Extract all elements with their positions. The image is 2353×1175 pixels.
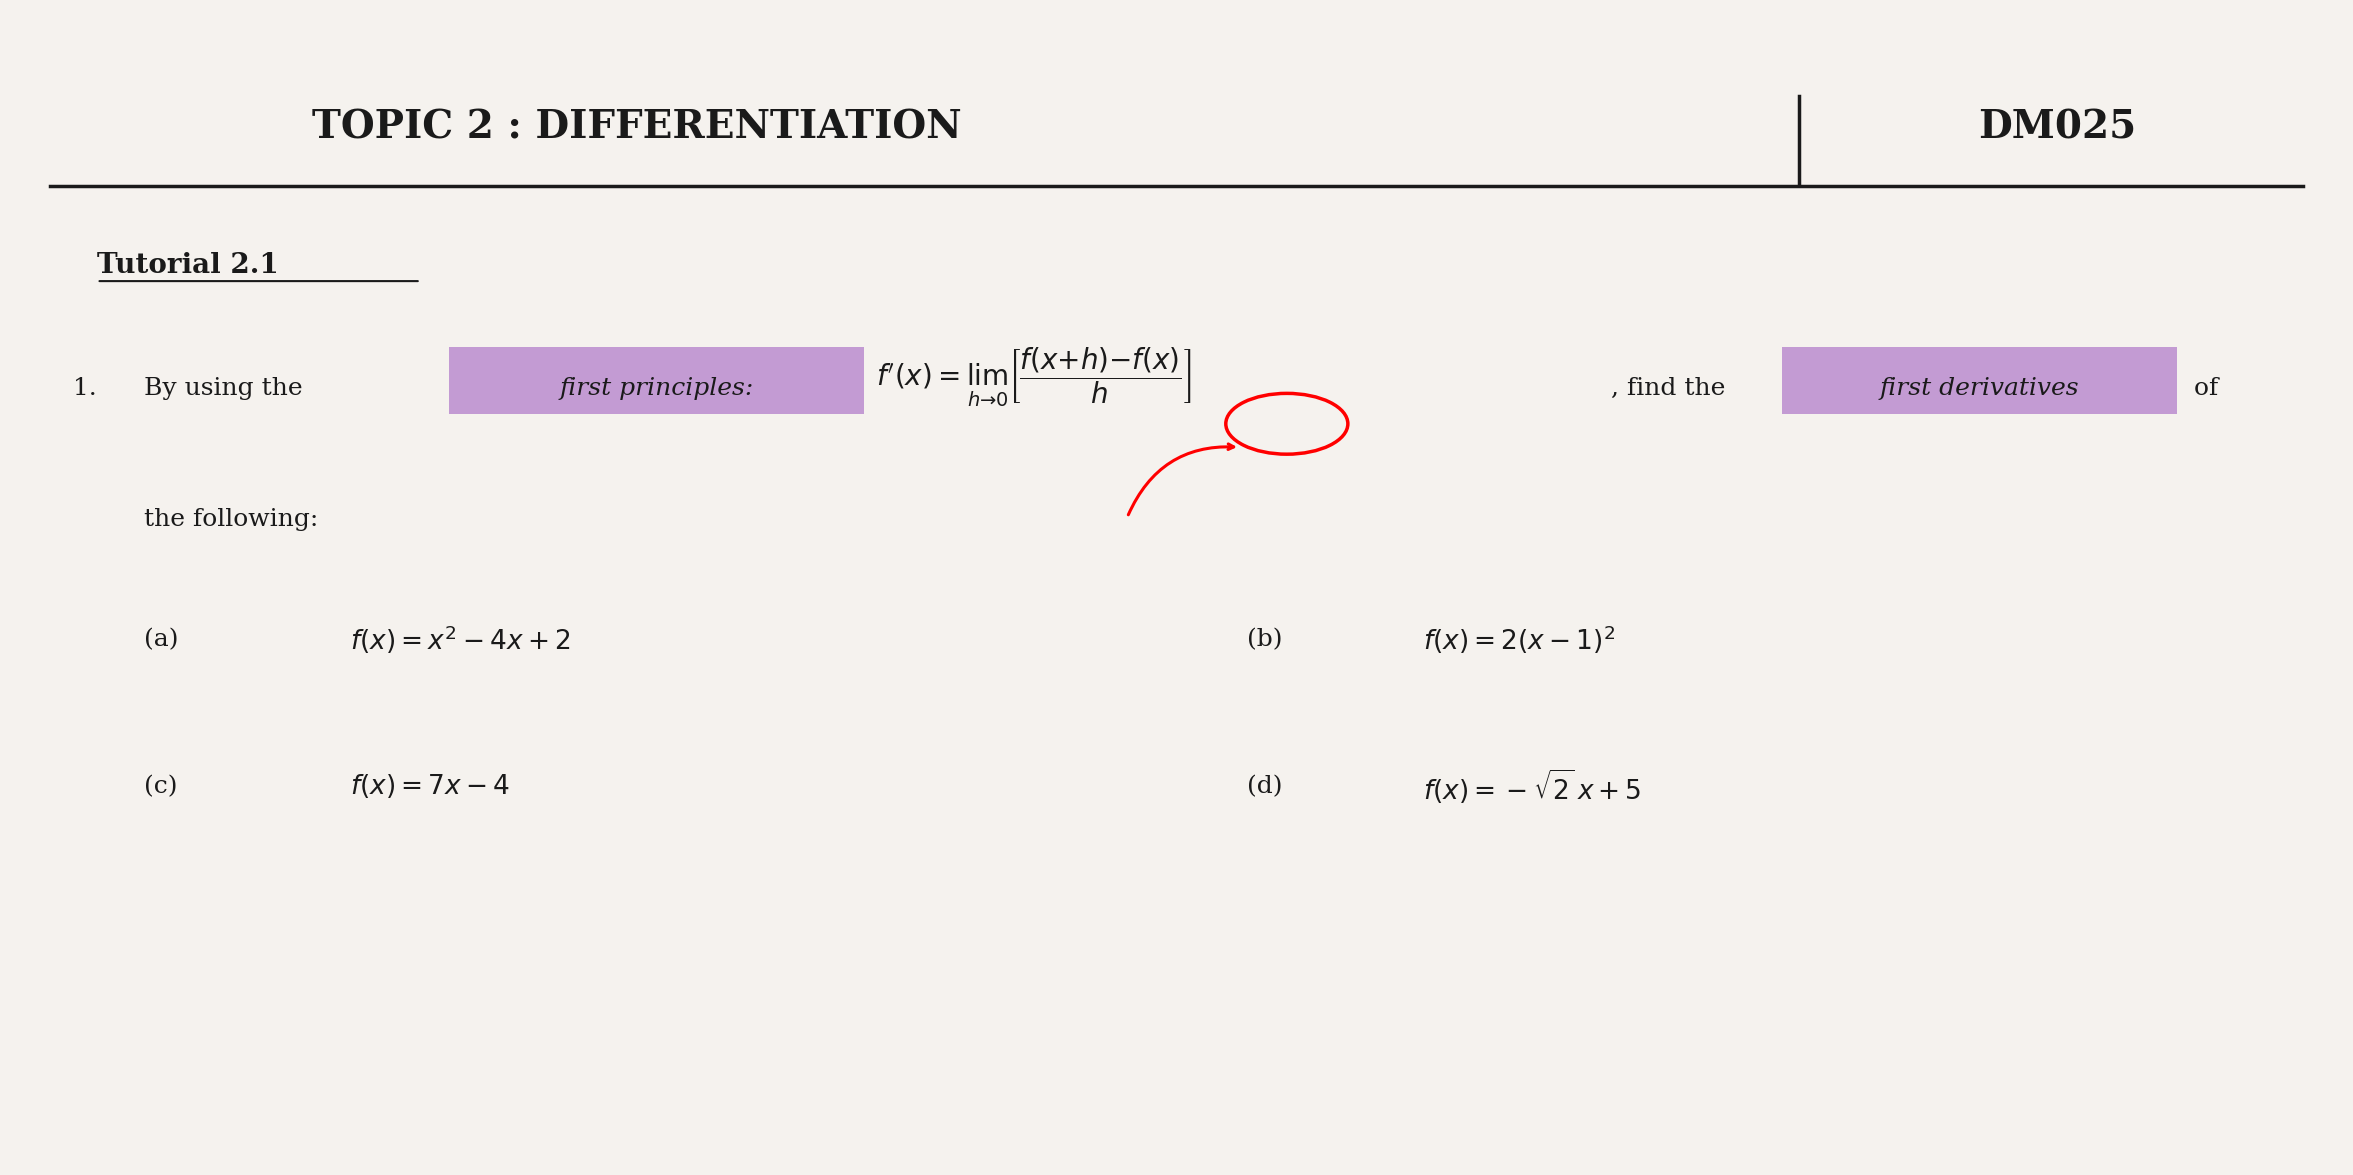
FancyBboxPatch shape [1781, 347, 2177, 415]
Text: Tutorial 2.1: Tutorial 2.1 [96, 253, 278, 280]
FancyBboxPatch shape [449, 347, 864, 415]
Text: 1.: 1. [73, 377, 96, 401]
Text: (c): (c) [144, 774, 176, 798]
Text: first derivatives: first derivatives [1880, 377, 2080, 401]
Text: first principles:: first principles: [560, 377, 753, 401]
Text: (d): (d) [1247, 774, 1282, 798]
Text: of: of [2186, 377, 2219, 401]
Text: $f(x) = 7x - 4$: $f(x) = 7x - 4$ [351, 772, 511, 800]
Text: $f(x) = -\sqrt{2}\,x + 5$: $f(x) = -\sqrt{2}\,x + 5$ [1424, 767, 1642, 806]
Text: the following:: the following: [144, 508, 318, 531]
Text: By using the: By using the [144, 377, 311, 401]
Text: (a): (a) [144, 629, 179, 652]
Text: DM025: DM025 [1977, 109, 2137, 147]
Text: (b): (b) [1247, 629, 1282, 652]
Text: TOPIC 2 : DIFFERENTIATION: TOPIC 2 : DIFFERENTIATION [313, 109, 962, 147]
Text: $f'(x) = \lim_{h \to 0}\left[\dfrac{f(x+h)-f(x)}{h}\right]$: $f'(x) = \lim_{h \to 0}\left[\dfrac{f(x+… [875, 345, 1191, 409]
Text: $f(x) = 2(x-1)^2$: $f(x) = 2(x-1)^2$ [1424, 624, 1614, 657]
Text: , find the: , find the [1612, 377, 1734, 401]
Text: $f(x) = x^2 - 4x + 2$: $f(x) = x^2 - 4x + 2$ [351, 624, 572, 657]
